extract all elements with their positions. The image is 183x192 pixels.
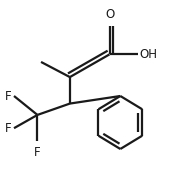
Text: O: O [105, 8, 114, 21]
Text: F: F [34, 146, 41, 159]
Text: OH: OH [139, 48, 157, 61]
Text: F: F [5, 89, 11, 103]
Text: F: F [5, 122, 11, 135]
